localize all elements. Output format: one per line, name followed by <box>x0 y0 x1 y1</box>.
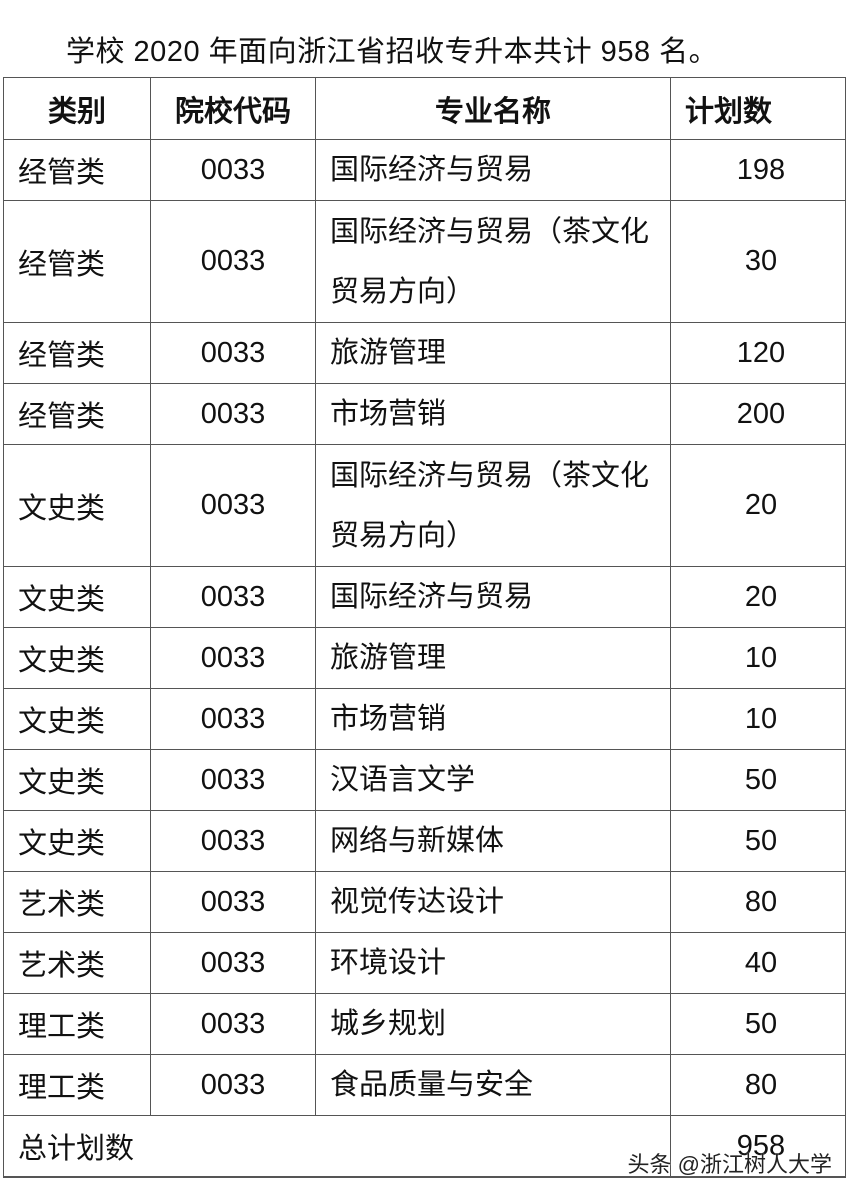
cell-code: 0033 <box>150 749 316 811</box>
cell-code: 0033 <box>150 932 316 994</box>
cell-code: 0033 <box>150 993 316 1055</box>
cell-category: 文史类 <box>3 688 151 750</box>
cell-code: 0033 <box>150 810 316 872</box>
table-row: 文史类 0033 市场营销 10 <box>3 688 846 750</box>
cell-code: 0033 <box>150 627 316 689</box>
cell-plan: 50 <box>670 749 846 811</box>
cell-category: 经管类 <box>3 383 151 445</box>
cell-plan: 40 <box>670 932 846 994</box>
cell-code: 0033 <box>150 688 316 750</box>
cell-category: 文史类 <box>3 627 151 689</box>
header-major: 专业名称 <box>315 77 671 140</box>
cell-plan: 80 <box>670 871 846 933</box>
table-row: 文史类 0033 国际经济与贸易（茶文化贸易方向） 20 <box>3 444 846 567</box>
cell-code: 0033 <box>150 1054 316 1116</box>
table-row: 文史类 0033 旅游管理 10 <box>3 627 846 689</box>
cell-category: 理工类 <box>3 1054 151 1116</box>
cell-major: 市场营销 <box>315 383 671 445</box>
header-code: 院校代码 <box>150 77 316 140</box>
cell-code: 0033 <box>150 566 316 628</box>
table-row: 经管类 0033 国际经济与贸易（茶文化贸易方向） 30 <box>3 200 846 323</box>
cell-category: 文史类 <box>3 749 151 811</box>
total-label: 总计划数 <box>3 1115 671 1178</box>
table-header-row: 类别 院校代码 专业名称 计划数 <box>3 77 846 140</box>
cell-plan: 200 <box>670 383 846 445</box>
cell-major: 国际经济与贸易（茶文化贸易方向） <box>315 200 671 323</box>
enrollment-plan-table: 类别 院校代码 专业名称 计划数 经管类 0033 国际经济与贸易 198 经管类 003… <box>3 77 846 1178</box>
cell-plan: 30 <box>670 200 846 323</box>
table-row: 艺术类 0033 视觉传达设计 80 <box>3 871 846 933</box>
table-row: 文史类 0033 国际经济与贸易 20 <box>3 566 846 628</box>
table-row: 经管类 0033 市场营销 200 <box>3 383 846 445</box>
watermark: 头条 @浙江树人大学 <box>627 1152 832 1177</box>
cell-major: 旅游管理 <box>315 627 671 689</box>
table-row: 经管类 0033 国际经济与贸易 198 <box>3 139 846 201</box>
table-row: 理工类 0033 城乡规划 50 <box>3 993 846 1055</box>
cell-category: 经管类 <box>3 139 151 201</box>
cell-plan: 20 <box>670 444 846 567</box>
header-category: 类别 <box>3 77 151 140</box>
cell-major: 视觉传达设计 <box>315 871 671 933</box>
table-row: 文史类 0033 汉语言文学 50 <box>3 749 846 811</box>
cell-major: 环境设计 <box>315 932 671 994</box>
cell-category: 文史类 <box>3 566 151 628</box>
cell-category: 艺术类 <box>3 932 151 994</box>
cell-code: 0033 <box>150 444 316 567</box>
cell-major: 国际经济与贸易 <box>315 139 671 201</box>
intro-text: 学校 2020 年面向浙江省招收专升本共计 958 名。 <box>66 36 719 68</box>
cell-plan: 10 <box>670 688 846 750</box>
table-row: 艺术类 0033 环境设计 40 <box>3 932 846 994</box>
cell-code: 0033 <box>150 383 316 445</box>
cell-major: 旅游管理 <box>315 322 671 384</box>
cell-category: 理工类 <box>3 993 151 1055</box>
cell-code: 0033 <box>150 871 316 933</box>
total-row: 总计划数 958 <box>3 1115 846 1178</box>
cell-category: 文史类 <box>3 444 151 567</box>
cell-major: 汉语言文学 <box>315 749 671 811</box>
cell-major: 城乡规划 <box>315 993 671 1055</box>
table-row: 文史类 0033 网络与新媒体 50 <box>3 810 846 872</box>
table-row: 经管类 0033 旅游管理 120 <box>3 322 846 384</box>
total-value: 958 <box>670 1115 846 1178</box>
cell-code: 0033 <box>150 139 316 201</box>
cell-category: 经管类 <box>3 322 151 384</box>
cell-plan: 50 <box>670 810 846 872</box>
cell-plan: 80 <box>670 1054 846 1116</box>
cell-category: 艺术类 <box>3 871 151 933</box>
cell-category: 文史类 <box>3 810 151 872</box>
cell-category: 经管类 <box>3 200 151 323</box>
cell-code: 0033 <box>150 200 316 323</box>
table-row: 理工类 0033 食品质量与安全 80 <box>3 1054 846 1116</box>
cell-major: 市场营销 <box>315 688 671 750</box>
cell-major: 食品质量与安全 <box>315 1054 671 1116</box>
cell-plan: 20 <box>670 566 846 628</box>
cell-major: 国际经济与贸易 <box>315 566 671 628</box>
cell-plan: 10 <box>670 627 846 689</box>
cell-major: 网络与新媒体 <box>315 810 671 872</box>
header-plan: 计划数 <box>670 77 846 140</box>
cell-plan: 120 <box>670 322 846 384</box>
cell-major: 国际经济与贸易（茶文化贸易方向） <box>315 444 671 567</box>
cell-plan: 198 <box>670 139 846 201</box>
cell-plan: 50 <box>670 993 846 1055</box>
cell-code: 0033 <box>150 322 316 384</box>
